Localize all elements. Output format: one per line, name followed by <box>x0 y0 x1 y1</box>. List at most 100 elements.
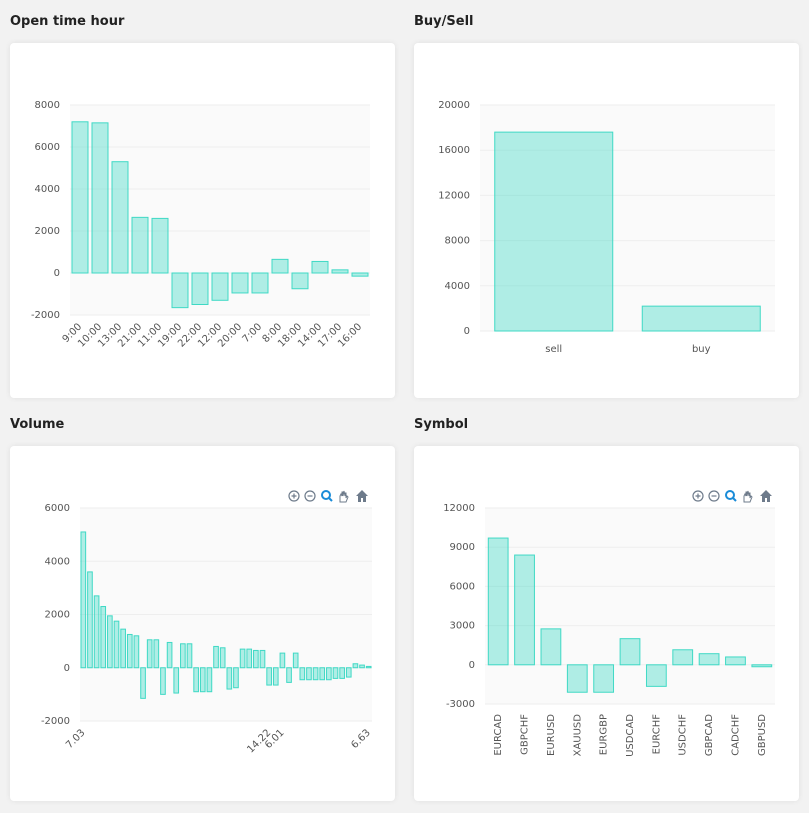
bar <box>211 272 229 301</box>
bar <box>291 272 309 290</box>
x-tick-label: EURGBP <box>599 714 610 755</box>
bar <box>71 121 89 274</box>
bar <box>111 161 129 274</box>
bar <box>514 554 535 666</box>
bar <box>113 620 120 669</box>
x-tick-label: USDCAD <box>625 714 636 757</box>
card: -2000 0 2000 4000 6000 8000 9:00 10:00 13:00 21:0… <box>10 43 395 398</box>
card: -3000 0 3000 6000 9000 12000 EURCAD GBPCHF EURUS… <box>414 446 799 801</box>
bar <box>186 643 193 669</box>
plot-area <box>480 105 775 331</box>
bar <box>672 649 694 666</box>
reset[interactable] <box>760 490 772 502</box>
pan[interactable] <box>339 490 349 503</box>
bar <box>345 667 352 678</box>
bar <box>698 653 720 666</box>
bar <box>93 595 100 669</box>
y-tick-label: -2000 <box>31 310 60 321</box>
bar <box>365 665 372 669</box>
y-tick-label: 0 <box>54 268 60 279</box>
bar <box>131 216 149 274</box>
bar <box>359 664 365 669</box>
bar <box>352 663 359 669</box>
chart-title: Volume <box>10 417 65 432</box>
x-tick-label: XAUUSD <box>572 714 583 757</box>
chart-title: Symbol <box>414 417 469 432</box>
bar <box>173 667 180 694</box>
y-tick-label: 6000 <box>45 503 70 514</box>
bar <box>494 131 614 332</box>
bar <box>332 667 339 679</box>
x-tick-label: 6.63 <box>349 727 373 751</box>
y-tick-label: -3000 <box>446 699 475 710</box>
bar <box>146 639 153 669</box>
x-tick-label: 7.03 <box>64 727 88 751</box>
bar <box>299 667 306 681</box>
reset[interactable] <box>356 490 368 502</box>
bar <box>171 272 189 309</box>
bar <box>206 667 213 693</box>
y-tick-label: 4000 <box>45 556 70 567</box>
zoom-in[interactable] <box>692 490 704 502</box>
bar <box>645 664 667 687</box>
y-tick-label: 3000 <box>450 621 475 632</box>
y-tick-label: 20000 <box>438 100 470 111</box>
zoom-out[interactable] <box>708 490 720 502</box>
bar <box>566 664 588 693</box>
toolbar <box>288 490 368 503</box>
bar <box>213 645 219 669</box>
bar <box>292 652 299 669</box>
bar <box>271 258 289 274</box>
bar <box>193 667 199 693</box>
zoom-select[interactable] <box>725 490 735 500</box>
y-tick-label: 4000 <box>445 281 470 292</box>
bar <box>619 638 641 666</box>
bar <box>331 269 349 274</box>
zoom-in[interactable] <box>288 490 300 502</box>
bar <box>306 667 312 681</box>
y-tick-label: 2000 <box>35 226 60 237</box>
bar <box>259 649 266 669</box>
x-tick-label: CADCHF <box>730 714 741 756</box>
y-tick-label: 12000 <box>443 503 475 514</box>
y-tick-label: 9000 <box>450 542 475 553</box>
bar <box>151 217 169 274</box>
x-tick-label: GBPCAD <box>704 714 715 756</box>
bar <box>251 272 269 294</box>
pan[interactable] <box>743 490 753 503</box>
x-tick-label: 7:00 <box>241 321 265 345</box>
bar <box>191 272 209 305</box>
y-tick-label: 8000 <box>35 100 60 111</box>
bar <box>266 667 272 686</box>
x-tick-label: GBPCHF <box>520 714 531 755</box>
bar <box>351 272 369 277</box>
bar <box>233 667 239 689</box>
bar <box>91 122 109 274</box>
x-tick-label: USDCHF <box>678 714 689 756</box>
zoom-out[interactable] <box>304 490 316 502</box>
y-tick-label: 0 <box>464 326 470 337</box>
bar <box>120 628 126 669</box>
y-tick-label: 0 <box>469 660 475 671</box>
bar <box>279 652 286 669</box>
bar <box>166 641 173 669</box>
y-tick-label: 8000 <box>445 236 470 247</box>
bar <box>160 667 166 695</box>
bar <box>239 648 246 669</box>
bar <box>253 649 259 669</box>
plot-area <box>70 105 370 315</box>
bar <box>311 260 329 274</box>
bar <box>199 667 206 693</box>
bar <box>339 667 345 679</box>
bar <box>272 667 279 686</box>
bar <box>326 667 332 681</box>
zoom-select[interactable] <box>321 490 331 500</box>
bar <box>231 272 249 294</box>
bar <box>133 635 140 669</box>
x-tick-label: sell <box>545 344 562 355</box>
x-tick-label: EURCAD <box>493 714 504 756</box>
bar <box>751 664 773 668</box>
bar <box>641 305 761 332</box>
